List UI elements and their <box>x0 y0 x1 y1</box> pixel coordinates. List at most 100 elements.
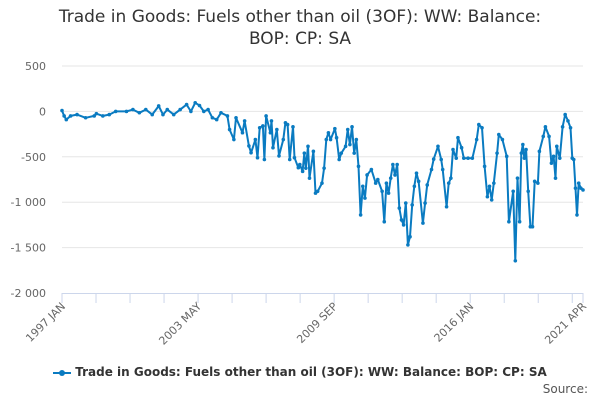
data-point[interactable] <box>113 109 118 114</box>
data-point[interactable] <box>399 218 404 222</box>
data-point[interactable] <box>227 127 232 132</box>
data-point[interactable] <box>171 112 176 117</box>
data-point[interactable] <box>395 162 399 167</box>
data-point[interactable] <box>165 107 170 112</box>
data-point[interactable] <box>268 130 273 135</box>
data-point[interactable] <box>257 125 262 130</box>
data-point[interactable] <box>343 144 348 149</box>
data-point[interactable] <box>449 176 453 180</box>
data-point[interactable] <box>242 119 247 123</box>
data-point[interactable] <box>380 189 384 194</box>
data-point[interactable] <box>184 102 189 107</box>
data-point[interactable] <box>124 109 129 114</box>
data-point[interactable] <box>64 117 69 122</box>
data-point[interactable] <box>322 166 326 170</box>
data-point[interactable] <box>214 117 219 122</box>
data-point[interactable] <box>150 112 155 117</box>
data-point[interactable] <box>287 157 292 162</box>
data-point[interactable] <box>573 186 578 190</box>
data-point[interactable] <box>75 112 79 117</box>
data-point[interactable] <box>189 109 193 114</box>
data-point[interactable] <box>337 157 341 162</box>
data-point[interactable] <box>269 119 274 123</box>
data-point[interactable] <box>519 151 524 155</box>
data-point[interactable] <box>500 137 505 142</box>
data-point[interactable] <box>522 156 527 160</box>
data-point[interactable] <box>474 137 479 142</box>
data-point[interactable] <box>444 204 449 209</box>
data-point[interactable] <box>206 107 210 112</box>
data-point[interactable] <box>410 203 414 207</box>
data-point[interactable] <box>382 219 387 224</box>
data-point[interactable] <box>406 243 410 247</box>
data-point[interactable] <box>345 127 350 132</box>
data-point[interactable] <box>354 137 359 142</box>
data-point[interactable] <box>156 104 161 108</box>
data-point[interactable] <box>536 181 540 185</box>
data-point[interactable] <box>253 137 258 142</box>
data-point[interactable] <box>530 224 535 229</box>
data-point[interactable] <box>234 115 238 120</box>
data-point[interactable] <box>131 107 135 112</box>
data-point[interactable] <box>521 142 525 147</box>
data-point[interactable] <box>553 176 558 180</box>
data-point[interactable] <box>459 145 464 150</box>
data-point[interactable] <box>482 164 487 169</box>
data-point[interactable] <box>291 125 295 129</box>
data-point[interactable] <box>296 165 301 170</box>
data-point[interactable] <box>261 124 265 128</box>
data-point[interactable] <box>360 184 365 189</box>
data-point[interactable] <box>571 157 576 162</box>
data-point[interactable] <box>517 219 522 224</box>
data-point[interactable] <box>489 198 494 202</box>
data-point[interactable] <box>137 110 142 115</box>
data-point[interactable] <box>264 114 268 118</box>
data-point[interactable] <box>376 177 380 182</box>
data-point[interactable] <box>302 151 307 155</box>
data-point[interactable] <box>425 183 430 187</box>
data-point[interactable] <box>386 191 391 195</box>
data-point[interactable] <box>277 154 281 158</box>
data-point[interactable] <box>412 184 417 189</box>
data-point[interactable] <box>456 135 460 140</box>
data-point[interactable] <box>560 125 565 129</box>
data-point[interactable] <box>551 154 556 159</box>
data-point[interactable] <box>326 130 331 135</box>
data-point[interactable] <box>451 147 455 152</box>
data-point[interactable] <box>249 150 253 155</box>
data-point[interactable] <box>356 164 361 169</box>
data-point[interactable] <box>369 167 374 172</box>
data-point[interactable] <box>292 155 297 160</box>
data-point[interactable] <box>513 258 518 263</box>
data-point[interactable] <box>83 115 88 120</box>
data-point[interactable] <box>532 179 537 184</box>
data-point[interactable] <box>397 206 402 210</box>
data-point[interactable] <box>485 194 490 199</box>
data-point[interactable] <box>408 234 412 239</box>
data-point[interactable] <box>143 107 148 112</box>
data-point[interactable] <box>107 112 112 117</box>
data-point[interactable] <box>363 196 367 200</box>
data-point[interactable] <box>507 219 511 224</box>
data-point[interactable] <box>576 181 581 185</box>
data-point[interactable] <box>225 114 230 118</box>
data-point[interactable] <box>436 144 440 149</box>
data-point[interactable] <box>557 156 562 160</box>
data-point[interactable] <box>247 144 251 148</box>
data-point[interactable] <box>311 149 316 154</box>
data-point[interactable] <box>210 115 215 120</box>
data-point[interactable] <box>477 122 481 127</box>
data-point[interactable] <box>440 167 445 172</box>
data-point[interactable] <box>348 142 352 147</box>
data-point[interactable] <box>333 126 337 131</box>
data-point[interactable] <box>384 181 389 185</box>
data-point[interactable] <box>461 156 466 160</box>
data-point[interactable] <box>298 162 302 167</box>
data-point[interactable] <box>480 125 484 130</box>
data-point[interactable] <box>300 169 305 174</box>
data-point[interactable] <box>524 147 528 152</box>
data-point[interactable] <box>575 213 579 217</box>
data-point[interactable] <box>60 108 64 113</box>
data-point[interactable] <box>515 176 520 180</box>
data-point[interactable] <box>566 119 570 123</box>
